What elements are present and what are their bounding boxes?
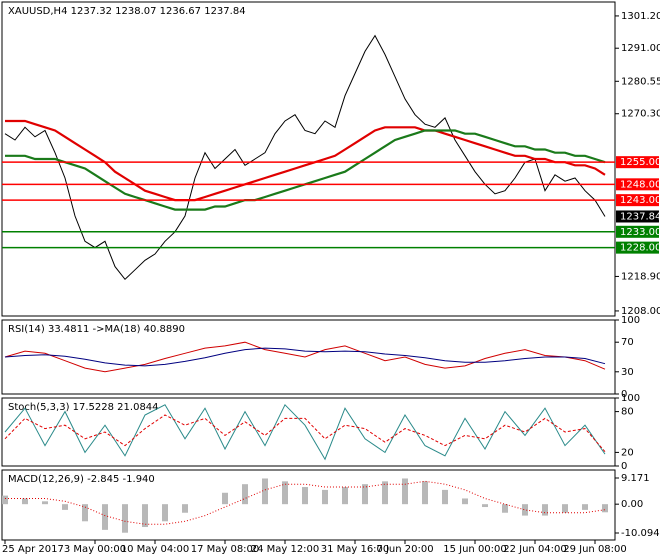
histogram-bar — [482, 504, 488, 508]
y-tick-label: 80 — [621, 407, 634, 418]
histogram-bar — [22, 498, 28, 505]
y-tick-label: 1270.30 — [621, 109, 660, 120]
macd-panel — [1, 469, 616, 541]
y-tick-label: 1208.00 — [621, 306, 660, 317]
y-tick-label: 100 — [621, 315, 640, 326]
histogram-bar — [102, 504, 108, 530]
y-tick-label: 20 — [621, 447, 634, 458]
histogram-bar — [262, 478, 268, 505]
x-tick-label: 22 Jun 04:00 — [503, 544, 567, 555]
panel-title: Stoch(5,3,3) 17.5228 21.0844 — [8, 402, 159, 413]
series-line — [4, 341, 606, 373]
panel-title: XAUUSD,H4 1237.32 1238.07 1236.67 1237.8… — [8, 6, 246, 17]
x-tick-label: 25 Apr 2017 — [2, 544, 64, 555]
x-tick-label: 3 May 00:00 — [64, 544, 126, 555]
series-line — [5, 480, 606, 525]
series-line — [4, 403, 606, 461]
y-tick-label: 70 — [621, 337, 634, 348]
y-tick-label: 0 — [621, 461, 627, 472]
x-tick-label: 31 May 16:00 — [321, 544, 390, 555]
stoch-panel — [1, 397, 616, 467]
y-tick-label: 0 — [621, 389, 627, 400]
x-tick-label: 7 Jun 20:00 — [376, 544, 433, 555]
histogram-bar — [142, 504, 148, 528]
level-label: 1248.00 — [620, 179, 660, 190]
level-label: 1243.00 — [620, 195, 660, 206]
rsi-panel — [1, 319, 616, 395]
x-tick-label: 17 May 08:00 — [191, 544, 260, 555]
level-label: 1255.00 — [620, 157, 660, 168]
histogram-bar — [302, 487, 308, 505]
level-label-bg — [616, 225, 659, 238]
series-line — [4, 34, 606, 281]
main-panel — [1, 1, 616, 317]
histogram-bar — [502, 504, 508, 513]
last-price-label: 1237.84 — [620, 211, 660, 222]
level-label-bg — [616, 194, 659, 207]
y-tick-label: 1301.20 — [621, 11, 660, 22]
y-tick-label: -10.094 — [621, 528, 660, 539]
series-line — [4, 414, 606, 453]
y-tick-label: 9.171 — [621, 473, 650, 484]
panel-title: MACD(12,26,9) -2.845 -1.940 — [8, 474, 155, 485]
histogram-bar — [282, 481, 288, 505]
histogram-bar — [402, 478, 408, 505]
histogram-bar — [462, 498, 468, 505]
histogram-bar — [382, 481, 388, 505]
histogram-bar — [2, 495, 8, 505]
histogram-bar — [562, 504, 568, 513]
series-line — [5, 129, 606, 211]
y-tick-label: 30 — [621, 367, 634, 378]
series-line — [4, 347, 606, 367]
y-tick-label: 1280.55 — [621, 76, 660, 87]
histogram-bar — [222, 492, 228, 505]
panel-title: RSI(14) 33.4811 ->MA(18) 40.8890 — [8, 324, 185, 335]
histogram-bar — [182, 504, 188, 513]
y-tick-label: 0.00 — [621, 499, 643, 510]
histogram-bar — [82, 504, 88, 522]
level-label-bg — [616, 178, 659, 191]
level-label-bg — [616, 156, 659, 169]
x-tick-label: 10 May 04:00 — [121, 544, 190, 555]
histogram-bar — [242, 484, 248, 505]
histogram-bar — [122, 504, 128, 533]
histogram-bar — [62, 504, 68, 510]
y-tick-label: 100 — [621, 393, 640, 404]
histogram-bar — [542, 504, 548, 516]
x-tick-label: 29 Jun 08:00 — [563, 544, 627, 555]
histogram-bar — [162, 504, 168, 522]
histogram-bar — [442, 489, 448, 505]
histogram-bar — [322, 489, 328, 505]
x-tick-label: 15 Jun 00:00 — [443, 544, 507, 555]
histogram-bar — [602, 504, 608, 513]
series-line — [5, 119, 606, 202]
level-label: 1228.00 — [620, 243, 660, 254]
last-price-bg — [616, 210, 659, 223]
y-tick-label: 1218.90 — [621, 271, 660, 282]
histogram-bar — [362, 484, 368, 505]
histogram-bar — [582, 504, 588, 510]
y-tick-label: 1291.00 — [621, 43, 660, 54]
histogram-bar — [342, 487, 348, 505]
level-label-bg — [616, 241, 659, 254]
histogram-bar — [42, 501, 48, 505]
histogram-bar — [522, 504, 528, 516]
x-tick-label: 24 May 12:00 — [251, 544, 320, 555]
histogram-bar — [422, 481, 428, 505]
level-label: 1233.00 — [620, 227, 660, 238]
